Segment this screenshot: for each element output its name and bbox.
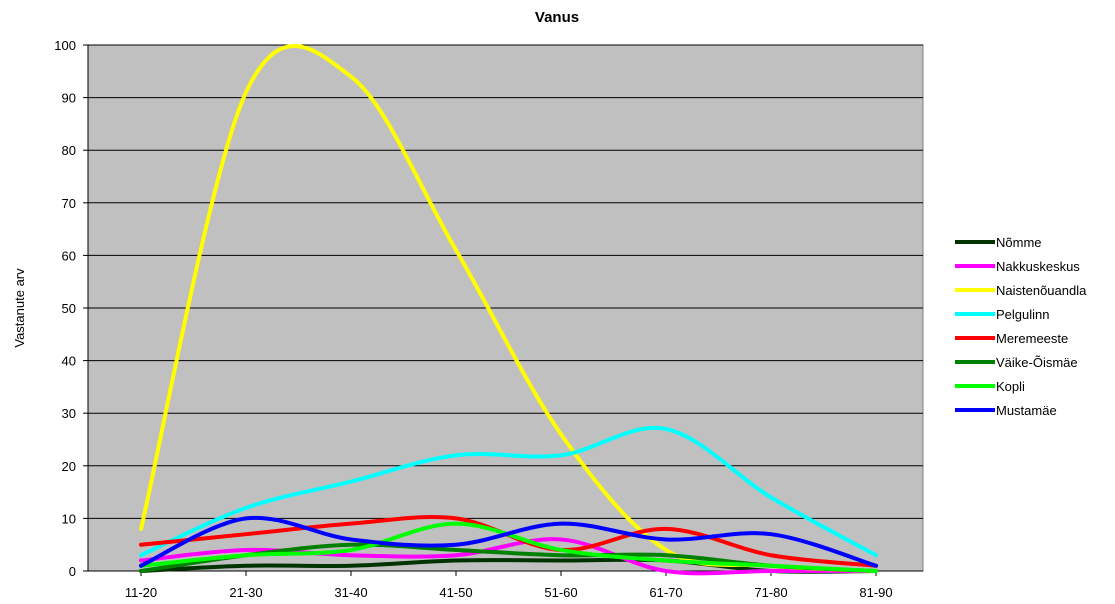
legend-label: Mustamäe bbox=[996, 403, 1057, 418]
legend-label: Meremeeste bbox=[996, 331, 1068, 346]
x-tick-label: 31-40 bbox=[334, 585, 367, 600]
legend-label: Naistenõuandla bbox=[996, 283, 1087, 298]
series-line-7 bbox=[139, 515, 878, 568]
x-tick-label: 81-90 bbox=[859, 585, 892, 600]
chart-title: Vanus bbox=[535, 9, 579, 26]
y-tick-label: 40 bbox=[62, 354, 76, 369]
legend-label: Kopli bbox=[996, 379, 1025, 394]
series-lines bbox=[139, 44, 878, 576]
x-axis-ticks: 11-20 21-30 31-40 41-50 51-60 61-70 71-80 81-90 bbox=[125, 571, 893, 600]
x-tick-label: 71-80 bbox=[754, 585, 787, 600]
y-axis-ticks: 0 10 20 30 40 50 60 70 80 90 100 bbox=[54, 38, 88, 579]
y-tick-label: 0 bbox=[69, 564, 76, 579]
legend: Nõmme Nakkuskeskus Naistenõuandla Pelgulinn… bbox=[955, 235, 1087, 418]
y-tick-label: 30 bbox=[62, 406, 76, 421]
legend-label: Nõmme bbox=[996, 235, 1042, 250]
y-tick-label: 70 bbox=[62, 196, 76, 211]
x-tick-label: 41-50 bbox=[439, 585, 472, 600]
y-tick-label: 60 bbox=[62, 248, 76, 263]
y-tick-label: 90 bbox=[62, 91, 76, 106]
y-tick-label: 10 bbox=[62, 511, 76, 526]
series-line-1 bbox=[139, 537, 878, 576]
x-tick-label: 11-20 bbox=[125, 585, 157, 600]
y-axis-label: Vastanute arv bbox=[12, 268, 27, 348]
series-line-3 bbox=[139, 425, 878, 558]
x-tick-label: 21-30 bbox=[229, 585, 262, 600]
y-tick-label: 50 bbox=[62, 301, 76, 316]
legend-label: Pelgulinn bbox=[996, 307, 1050, 322]
legend-label: Nakkuskeskus bbox=[996, 259, 1080, 274]
legend-label: Väike-Õismäe bbox=[996, 355, 1078, 370]
grid-lines bbox=[87, 44, 923, 572]
y-tick-label: 80 bbox=[62, 143, 76, 158]
y-tick-label: 100 bbox=[54, 38, 76, 53]
y-tick-label: 20 bbox=[62, 459, 76, 474]
x-tick-label: 51-60 bbox=[544, 585, 577, 600]
x-tick-label: 61-70 bbox=[649, 585, 682, 600]
